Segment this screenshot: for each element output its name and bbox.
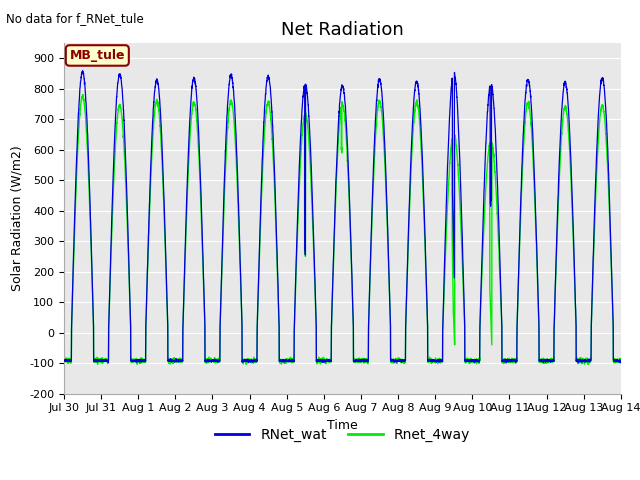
RNet_wat (512, 360, 520, 366)
Rnet_4way (616, 360, 624, 366)
Title: Net Radiation: Net Radiation (281, 21, 404, 39)
RNet_wat (499, 359, 507, 364)
RNet_wat (436, 359, 444, 365)
Line: Rnet_4way: Rnet_4way (64, 95, 621, 364)
Line: RNet_wat: RNet_wat (64, 71, 621, 363)
Text: No data for f_RNet_tule: No data for f_RNet_tule (6, 12, 144, 25)
Text: MB_tule: MB_tule (70, 49, 125, 62)
Rnet_4way (60, 357, 68, 362)
Rnet_4way (161, 216, 168, 222)
RNet_wat (617, 358, 625, 363)
Rnet_4way (499, 357, 507, 363)
RNet_wat (160, 201, 168, 207)
Legend: RNet_wat, Rnet_4way: RNet_wat, Rnet_4way (209, 423, 476, 448)
X-axis label: Time: Time (327, 419, 358, 432)
Rnet_4way (79, 92, 87, 97)
RNet_wat (467, 359, 475, 364)
Rnet_4way (436, 358, 444, 363)
RNet_wat (616, 358, 624, 363)
Rnet_4way (94, 361, 102, 367)
Rnet_4way (467, 356, 475, 362)
Y-axis label: Solar Radiation (W/m2): Solar Radiation (W/m2) (11, 145, 24, 291)
Rnet_4way (322, 361, 330, 367)
Rnet_4way (617, 360, 625, 365)
RNet_wat (79, 68, 86, 73)
RNet_wat (322, 358, 330, 363)
RNet_wat (60, 357, 68, 363)
